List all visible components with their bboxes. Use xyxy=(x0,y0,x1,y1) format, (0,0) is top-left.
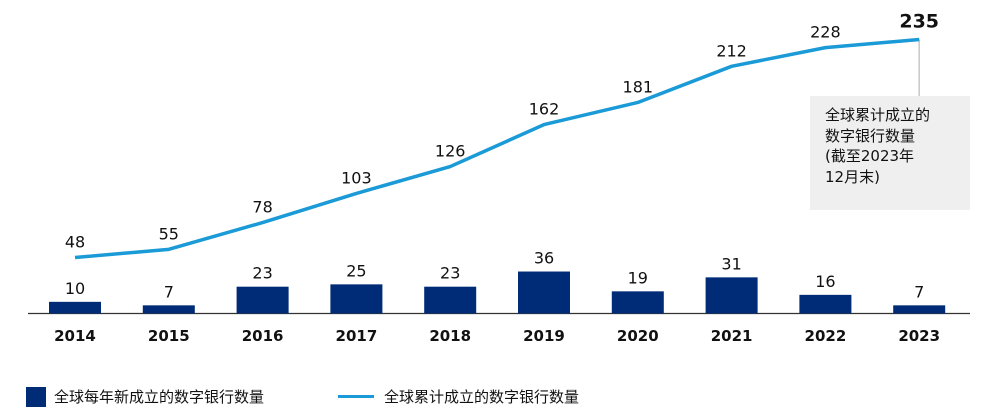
bar-label: 7 xyxy=(164,282,174,301)
x-tick-label: 2016 xyxy=(242,327,284,345)
line-label: 126 xyxy=(435,142,466,161)
line-label: 103 xyxy=(341,168,372,187)
x-tick-label: 2018 xyxy=(429,327,471,345)
bar-label: 19 xyxy=(628,268,648,287)
x-tick-label: 2015 xyxy=(148,327,190,345)
legend-line-swatch xyxy=(338,395,374,398)
legend-bar-swatch xyxy=(26,386,46,407)
bar xyxy=(518,271,570,314)
line-label: 78 xyxy=(252,198,272,217)
x-tick-label: 2017 xyxy=(336,327,378,345)
bar xyxy=(424,286,477,314)
bar xyxy=(611,291,664,314)
annotation-line: (截至2023年 xyxy=(825,147,915,165)
bar xyxy=(330,284,383,314)
annotation-line: 全球累计成立的 xyxy=(825,106,931,124)
x-tick-label: 2022 xyxy=(805,327,847,345)
annotation-box: 全球累计成立的 数字银行数量 (截至2023年 12月末) xyxy=(810,96,970,210)
bar-label: 7 xyxy=(914,282,924,301)
line-label: 212 xyxy=(716,41,747,60)
bar xyxy=(893,305,946,314)
bar xyxy=(705,277,758,314)
legend-item-line: 全球累计成立的数字银行数量 xyxy=(338,386,579,407)
x-tick-label: 2020 xyxy=(617,327,659,345)
bar-label: 23 xyxy=(440,264,460,283)
annotation-line: 数字银行数量 xyxy=(825,126,916,145)
bar-label: 16 xyxy=(815,272,835,291)
line-label: 55 xyxy=(159,224,179,243)
bar-label: 10 xyxy=(65,279,85,298)
line-label: 181 xyxy=(623,77,654,96)
legend-item-bar: 全球每年新成立的数字银行数量 xyxy=(26,386,264,407)
annotation-line: 12月末) xyxy=(825,167,880,186)
bar xyxy=(236,286,289,314)
line-label: 228 xyxy=(810,23,841,42)
x-tick-label: 2019 xyxy=(523,327,565,345)
bar-label: 23 xyxy=(252,264,272,283)
bar-label: 36 xyxy=(534,249,554,268)
bar xyxy=(49,301,101,314)
x-tick-label: 2023 xyxy=(898,327,940,345)
bar-label: 31 xyxy=(721,254,741,273)
x-tick-label: 2014 xyxy=(54,327,96,345)
line-label: 162 xyxy=(529,100,560,119)
bar-label: 25 xyxy=(346,261,366,280)
legend-label: 全球每年新成立的数字银行数量 xyxy=(54,388,265,406)
bar xyxy=(799,294,852,314)
bar xyxy=(142,305,195,314)
line-label: 235 xyxy=(899,10,939,32)
legend-label: 全球累计成立的数字银行数量 xyxy=(384,388,580,406)
line-label: 48 xyxy=(65,233,85,252)
x-tick-label: 2021 xyxy=(711,327,753,345)
line-series xyxy=(74,37,920,260)
